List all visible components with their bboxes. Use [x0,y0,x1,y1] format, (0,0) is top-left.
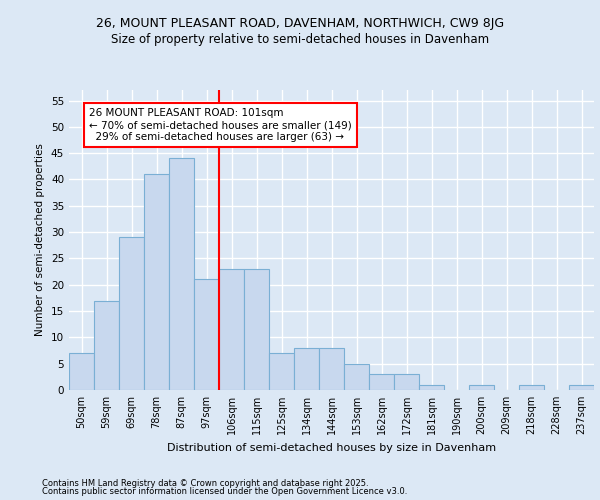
Bar [119,238,144,390]
Bar [294,348,319,390]
Bar [69,353,94,390]
Bar [519,384,544,390]
Bar [319,348,344,390]
Bar [419,384,444,390]
Bar [344,364,369,390]
Bar [469,384,494,390]
X-axis label: Distribution of semi-detached houses by size in Davenham: Distribution of semi-detached houses by … [167,442,496,452]
Bar [219,269,244,390]
Bar [194,280,219,390]
Bar [144,174,169,390]
Y-axis label: Number of semi-detached properties: Number of semi-detached properties [35,144,46,336]
Bar [244,269,269,390]
Text: Size of property relative to semi-detached houses in Davenham: Size of property relative to semi-detach… [111,32,489,46]
Bar [569,384,594,390]
Bar [394,374,419,390]
Bar [169,158,194,390]
Bar [269,353,294,390]
Bar [369,374,394,390]
Text: Contains HM Land Registry data © Crown copyright and database right 2025.: Contains HM Land Registry data © Crown c… [42,478,368,488]
Text: 26, MOUNT PLEASANT ROAD, DAVENHAM, NORTHWICH, CW9 8JG: 26, MOUNT PLEASANT ROAD, DAVENHAM, NORTH… [96,18,504,30]
Text: 26 MOUNT PLEASANT ROAD: 101sqm
← 70% of semi-detached houses are smaller (149)
 : 26 MOUNT PLEASANT ROAD: 101sqm ← 70% of … [89,108,352,142]
Text: Contains public sector information licensed under the Open Government Licence v3: Contains public sector information licen… [42,487,407,496]
Bar [94,300,119,390]
